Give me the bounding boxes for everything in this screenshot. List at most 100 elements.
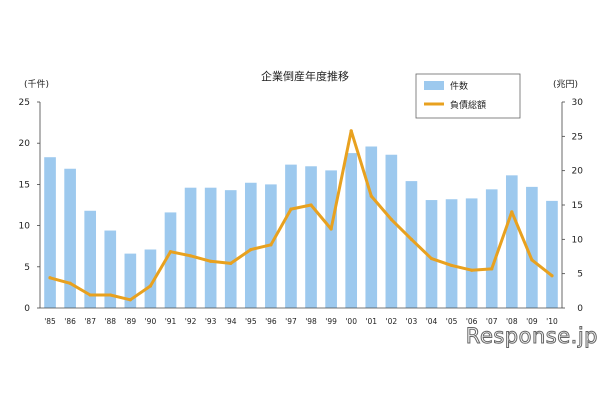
bar-3 bbox=[104, 230, 117, 308]
watermark: Response.jp bbox=[465, 324, 598, 349]
left-tick-label-0: 0 bbox=[24, 304, 30, 314]
bar-2 bbox=[84, 210, 97, 308]
left-tick-label-2: 10 bbox=[19, 222, 31, 232]
bar-10 bbox=[244, 182, 257, 308]
debt-point-10 bbox=[249, 248, 253, 252]
x-tick-label-14: '99 bbox=[325, 317, 337, 326]
debt-point-11 bbox=[269, 243, 273, 247]
x-tick-label-23: '08 bbox=[506, 317, 518, 326]
x-tick-label-21: '06 bbox=[466, 317, 478, 326]
bar-4 bbox=[124, 253, 137, 308]
debt-point-22 bbox=[490, 267, 494, 271]
debt-point-6 bbox=[168, 250, 173, 254]
debt-point-24 bbox=[530, 258, 534, 262]
debt-point-8 bbox=[209, 259, 213, 263]
x-tick-label-24: '09 bbox=[526, 317, 538, 326]
debt-point-18 bbox=[409, 237, 414, 241]
debt-point-0 bbox=[48, 276, 52, 280]
bar-6 bbox=[164, 212, 177, 308]
debt-point-20 bbox=[449, 263, 454, 268]
x-tick-label-12: '97 bbox=[285, 317, 297, 326]
x-tick-label-5: '90 bbox=[145, 317, 157, 326]
x-tick-label-13: '98 bbox=[305, 317, 317, 326]
bar-1 bbox=[64, 168, 76, 308]
debt-point-12 bbox=[289, 207, 293, 211]
x-tick-label-1: '86 bbox=[64, 317, 76, 326]
debt-point-3 bbox=[108, 293, 112, 297]
right-axis-unit: (兆円) bbox=[553, 79, 578, 90]
bar-17 bbox=[385, 154, 398, 308]
x-tick-label-10: '95 bbox=[245, 317, 257, 326]
debt-point-1 bbox=[68, 281, 72, 285]
bar-23 bbox=[505, 175, 518, 308]
x-tick-label-25: '10 bbox=[546, 317, 558, 326]
x-tick-label-2: '87 bbox=[84, 317, 96, 326]
legend-label-count: 件数 bbox=[450, 80, 468, 92]
x-tick-label-11: '96 bbox=[265, 317, 277, 326]
debt-point-2 bbox=[88, 293, 92, 297]
x-tick-label-20: '05 bbox=[446, 317, 458, 326]
debt-point-7 bbox=[188, 254, 193, 258]
right-tick-label-3: 15 bbox=[572, 201, 583, 211]
x-tick-label-17: '02 bbox=[386, 317, 398, 326]
debt-point-13 bbox=[309, 203, 313, 207]
right-tick-label-1: 5 bbox=[577, 270, 583, 280]
left-tick-label-5: 25 bbox=[19, 98, 30, 108]
debt-point-21 bbox=[470, 268, 474, 272]
plot-area: 0 5 10 15 20 25 0 5 10 15 20 25 30 '85 '86 '87 '88 '89 '90… bbox=[19, 98, 584, 326]
debt-point-4 bbox=[128, 298, 132, 302]
x-tick-label-3: '88 bbox=[104, 317, 116, 326]
bar-7 bbox=[184, 187, 197, 308]
x-tick-label-6: '91 bbox=[165, 317, 177, 326]
left-tick-label-4: 20 bbox=[19, 139, 31, 149]
right-tick-label-4: 20 bbox=[572, 167, 584, 177]
right-tick-label-2: 10 bbox=[572, 235, 584, 245]
x-tick-label-19: '04 bbox=[426, 317, 438, 326]
right-tick-label-6: 30 bbox=[572, 98, 584, 108]
debt-point-23 bbox=[510, 210, 514, 214]
debt-point-5 bbox=[148, 284, 153, 288]
bar-25 bbox=[546, 200, 558, 308]
x-tick-label-18: '03 bbox=[406, 317, 418, 326]
chart-title: 企業倒産年度推移 bbox=[261, 69, 349, 83]
debt-point-19 bbox=[429, 256, 434, 261]
bar-5 bbox=[144, 249, 157, 308]
debt-point-17 bbox=[389, 217, 393, 222]
left-tick-label-1: 5 bbox=[24, 263, 30, 273]
debt-point-14 bbox=[329, 227, 333, 231]
legend-bar-swatch bbox=[424, 81, 444, 90]
bar-22 bbox=[485, 189, 498, 308]
bar-20 bbox=[445, 199, 458, 308]
bar-13 bbox=[305, 166, 317, 308]
debt-line bbox=[48, 129, 554, 302]
debt-point-9 bbox=[229, 261, 233, 265]
x-tick-label-0: '85 bbox=[44, 317, 56, 326]
debt-point-16 bbox=[369, 194, 373, 198]
x-tick-label-7: '92 bbox=[185, 317, 197, 326]
bar-19 bbox=[425, 200, 438, 308]
x-tick-label-15: '00 bbox=[345, 317, 357, 326]
bar-21 bbox=[465, 198, 478, 308]
right-tick-label-0: 0 bbox=[577, 304, 583, 314]
x-tick-label-9: '94 bbox=[225, 317, 237, 326]
legend-box bbox=[415, 73, 521, 119]
bar-24 bbox=[526, 186, 538, 308]
left-axis-unit: (千件) bbox=[24, 78, 49, 90]
bar-8 bbox=[204, 187, 217, 308]
x-tick-label-4: '89 bbox=[125, 317, 137, 326]
debt-point-15 bbox=[349, 129, 353, 133]
left-tick-label-3: 15 bbox=[19, 180, 30, 190]
bar-18 bbox=[405, 181, 418, 308]
bar-9 bbox=[224, 190, 237, 308]
legend-label-debt: 負債総額 bbox=[450, 99, 486, 111]
debt-point-25 bbox=[550, 274, 554, 278]
bar-12 bbox=[285, 164, 297, 308]
bar-14 bbox=[325, 170, 337, 308]
x-tick-label-16: '01 bbox=[365, 317, 377, 326]
bar-15 bbox=[345, 153, 358, 308]
x-tick-label-8: '93 bbox=[205, 317, 217, 326]
right-tick-label-5: 25 bbox=[572, 132, 583, 142]
bar-0 bbox=[44, 157, 56, 308]
x-tick-label-22: '07 bbox=[486, 317, 498, 326]
